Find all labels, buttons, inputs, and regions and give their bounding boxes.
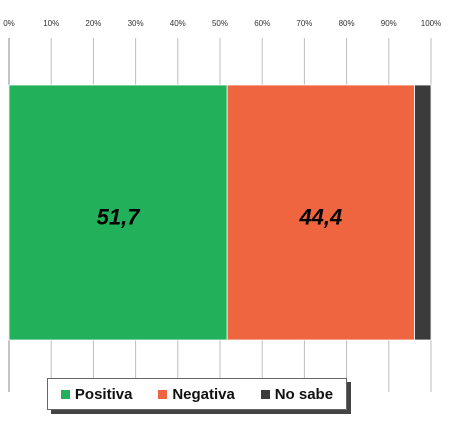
legend-label-negativa: Negativa: [172, 385, 235, 403]
legend: Positiva Negativa No sabe: [47, 378, 347, 410]
x-tick-label: 50%: [212, 19, 228, 28]
x-tick-label: 60%: [254, 19, 270, 28]
x-tick-label: 90%: [381, 19, 397, 28]
x-tick-label: 100%: [421, 19, 441, 28]
x-tick-label: 30%: [128, 19, 144, 28]
data-label-positiva: 51,7: [97, 205, 142, 230]
legend-swatch-positiva: [60, 389, 70, 399]
legend-label-positiva: Positiva: [74, 385, 133, 403]
x-axis-tick-labels: 0% 10% 20% 30% 40% 50% 60% 70% 80% 90% 100%: [3, 19, 441, 28]
bar-segment-negativa: [226, 84, 415, 341]
legend-swatch-no-sabe: [260, 389, 270, 399]
x-tick-label: 10%: [43, 19, 59, 28]
x-tick-label: 70%: [296, 19, 312, 28]
legend-item-no-sabe: No sabe: [260, 385, 334, 403]
data-label-negativa: 44,4: [298, 205, 342, 230]
x-tick-label: 20%: [85, 19, 101, 28]
x-tick-label: 40%: [170, 19, 186, 28]
legend-label-no-sabe: No sabe: [274, 385, 334, 403]
bar-segments: [8, 84, 432, 341]
x-tick-label: 80%: [339, 19, 355, 28]
x-tick-label: 0%: [3, 19, 15, 28]
legend-item-negativa: Negativa: [158, 386, 235, 403]
legend-swatch-negativa: [158, 389, 168, 399]
legend-item-positiva: Positiva: [60, 385, 133, 403]
bar-segment-positiva: [8, 84, 228, 341]
bar-segment-no-sabe: [414, 84, 432, 341]
data-labels: 51,7 44,4: [97, 205, 343, 230]
